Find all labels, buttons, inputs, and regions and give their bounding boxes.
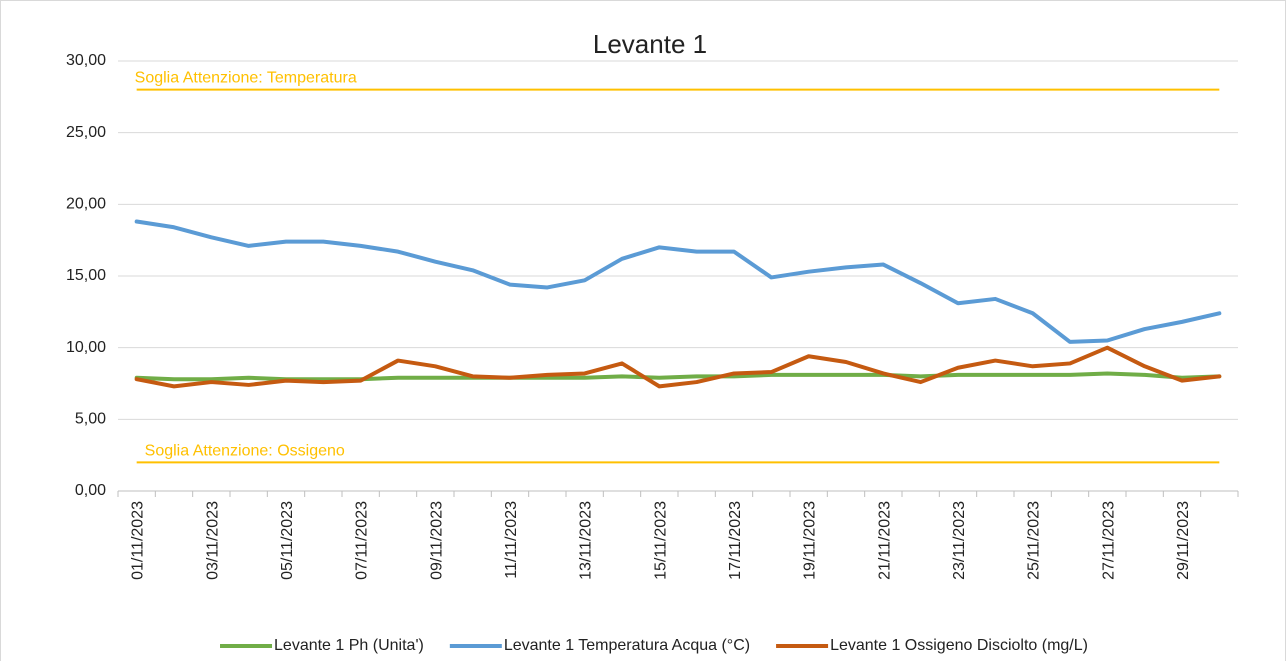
x-tick-label: 05/11/2023: [279, 501, 296, 580]
y-tick-label: 5,00: [75, 411, 106, 428]
x-tick-label: 11/11/2023: [503, 501, 520, 579]
x-tick-label: 07/11/2023: [354, 501, 371, 580]
x-tick-label: 25/11/2023: [1026, 501, 1043, 580]
legend-label: Levante 1 Temperatura Acqua (°C): [504, 637, 750, 654]
series-line: [134, 371, 1222, 382]
x-tick-label: 19/11/2023: [802, 501, 819, 580]
x-tick-label: 09/11/2023: [428, 501, 445, 580]
y-tick-label: 0,00: [75, 482, 106, 499]
legend-label: Levante 1 Ph (Unita'): [274, 637, 424, 654]
x-tick-label: 29/11/2023: [1175, 501, 1192, 580]
series-line: [134, 219, 1222, 344]
x-tick-label: 15/11/2023: [652, 501, 669, 580]
y-tick-label: 25,00: [66, 124, 106, 141]
chart-title: Levante 1: [593, 29, 707, 59]
y-tick-label: 15,00: [66, 267, 106, 284]
x-tick-label: 21/11/2023: [876, 501, 893, 580]
x-tick-label: 17/11/2023: [727, 501, 744, 580]
y-tick-label: 30,00: [66, 52, 106, 69]
x-tick-label: 23/11/2023: [951, 501, 968, 580]
y-tick-label: 20,00: [66, 196, 106, 213]
x-tick-label: 01/11/2023: [130, 501, 147, 580]
x-tick-label: 03/11/2023: [204, 501, 221, 580]
x-tick-label: 13/11/2023: [578, 501, 595, 580]
threshold-label: Soglia Attenzione: Temperatura: [135, 70, 357, 87]
threshold-label: Soglia Attenzione: Ossigeno: [145, 442, 345, 459]
legend-label: Levante 1 Ossigeno Disciolto (mg/L): [830, 637, 1088, 654]
series-line: [134, 345, 1222, 389]
x-tick-label: 27/11/2023: [1100, 501, 1117, 580]
y-tick-label: 10,00: [66, 339, 106, 356]
